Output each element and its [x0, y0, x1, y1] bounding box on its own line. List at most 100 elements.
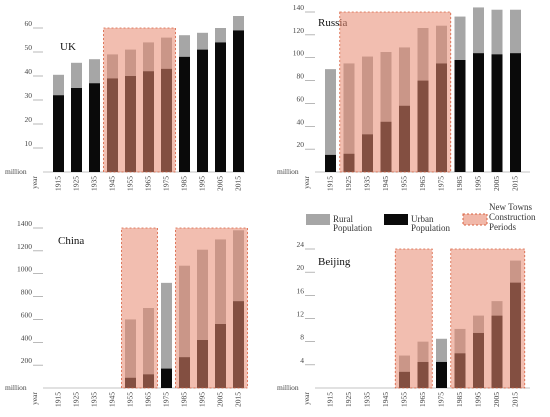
- legend-label-rural-2: Population: [333, 223, 373, 233]
- bar-rural: [161, 282, 172, 369]
- x-tick-label: 1925: [72, 176, 81, 191]
- x-tick-label: 2015: [234, 176, 243, 191]
- y-tick-label: 4: [300, 356, 304, 365]
- construction-period: [175, 227, 248, 389]
- x-tick-label: 1995: [198, 176, 207, 191]
- legend-swatch-rural: [306, 214, 330, 225]
- x-tick-label: 1945: [381, 176, 390, 191]
- y-tick-label: 20: [25, 115, 33, 124]
- bar-urban: [53, 95, 64, 172]
- construction-period: [450, 248, 526, 389]
- legend-label-rural: Rural: [333, 214, 353, 224]
- bar-rural: [71, 62, 82, 88]
- bar-urban: [510, 53, 521, 173]
- x-tick-label: 1915: [54, 392, 63, 407]
- legend-label-periods-3: Periods: [489, 222, 516, 232]
- y-tick-label: 600: [21, 310, 33, 319]
- y-tick-label: 60: [25, 19, 33, 28]
- y-tick-label: 140: [293, 3, 305, 12]
- y-tick-label: 24: [297, 240, 305, 249]
- y-tick-label: 200: [21, 356, 33, 365]
- bar-urban: [473, 53, 484, 173]
- y-tick-label: 16: [297, 286, 305, 295]
- x-tick-label: 2015: [234, 392, 243, 407]
- x-tick-label: 1995: [474, 176, 483, 191]
- bar-rural: [473, 7, 484, 54]
- y-axis-unit: million: [5, 383, 27, 392]
- y-axis-unit: million: [277, 383, 299, 392]
- x-tick-label: 1965: [144, 176, 153, 191]
- construction-period: [103, 27, 176, 173]
- x-axis-label: year: [30, 175, 39, 188]
- x-tick-label: 1975: [437, 392, 446, 407]
- bar-urban: [71, 88, 82, 172]
- y-axis-unit: million: [277, 167, 299, 176]
- x-tick-label: 1975: [162, 176, 171, 191]
- x-tick-label: 2015: [511, 176, 520, 191]
- y-tick-label: 40: [25, 67, 33, 76]
- x-tick-label: 1915: [326, 392, 335, 407]
- bar-rural: [436, 338, 447, 362]
- y-tick-label: 30: [25, 91, 33, 100]
- legend-label-periods-2: Construction: [489, 212, 536, 222]
- x-tick-label: 1945: [108, 176, 117, 191]
- x-tick-label: 1935: [363, 176, 372, 191]
- x-tick-label: 1955: [126, 176, 135, 191]
- legend-label-urban-2: Population: [411, 223, 451, 233]
- y-tick-label: 40: [297, 117, 305, 126]
- x-tick-label: 1915: [326, 176, 335, 191]
- construction-period: [394, 248, 433, 389]
- legend-swatch-urban: [384, 214, 408, 225]
- x-tick-label: 1935: [90, 176, 99, 191]
- x-tick-label: 1955: [400, 392, 409, 407]
- y-tick-label: 20: [297, 140, 305, 149]
- bar-urban: [161, 368, 172, 388]
- x-tick-label: 1945: [108, 392, 117, 407]
- y-tick-label: 10: [25, 139, 33, 148]
- chart-title: Beijing: [318, 256, 351, 268]
- x-tick-label: 2015: [511, 392, 520, 407]
- x-axis-label: year: [30, 391, 39, 404]
- legend-swatch-periods: [462, 213, 488, 226]
- x-tick-label: 1925: [344, 176, 353, 191]
- x-tick-label: 1985: [455, 176, 464, 191]
- bar-urban: [233, 30, 244, 173]
- x-tick-label: 2005: [492, 176, 501, 191]
- bar-rural: [197, 32, 208, 50]
- chart-china: China million 200 400 600 800 1000 1200 1400 1915…: [5, 219, 248, 407]
- bar-rural: [179, 35, 190, 57]
- x-tick-label: 1965: [418, 392, 427, 407]
- chart-uk: UK million 10 20 30 40 50 60 1915 1925 1935 1945 195…: [5, 16, 245, 191]
- legend-label-urban: Urban: [411, 214, 434, 224]
- bar-urban: [89, 83, 100, 172]
- x-tick-label: 1915: [54, 176, 63, 191]
- x-tick-label: 1965: [418, 176, 427, 191]
- y-tick-label: 80: [297, 72, 305, 81]
- chart-beijing: Beijing million 4 8 12 16 20 24 1915 1925 1935 1945…: [277, 240, 530, 407]
- x-tick-label: 1995: [474, 392, 483, 407]
- bar-urban: [325, 154, 336, 172]
- bar-urban: [491, 54, 503, 172]
- bar-rural: [491, 9, 503, 55]
- construction-period: [339, 11, 452, 173]
- chart-title: China: [58, 235, 84, 247]
- y-tick-label: 800: [21, 288, 33, 297]
- x-tick-label: 1925: [344, 392, 353, 407]
- bar-rural: [215, 28, 226, 43]
- bar-rural: [454, 16, 466, 61]
- y-tick-label: 1200: [17, 242, 32, 251]
- legend-label-periods: New Towns: [489, 202, 532, 212]
- x-tick-label: 1955: [126, 392, 135, 407]
- x-axis-label: year: [302, 391, 311, 404]
- y-tick-label: 50: [25, 43, 33, 52]
- y-tick-label: 1400: [17, 219, 32, 228]
- y-axis-unit: million: [5, 167, 27, 176]
- x-tick-label: 2005: [216, 392, 225, 407]
- x-tick-label: 1935: [363, 392, 372, 407]
- y-tick-label: 60: [297, 94, 305, 103]
- bar-urban: [215, 42, 226, 173]
- x-tick-label: 1995: [198, 392, 207, 407]
- y-tick-label: 100: [293, 49, 305, 58]
